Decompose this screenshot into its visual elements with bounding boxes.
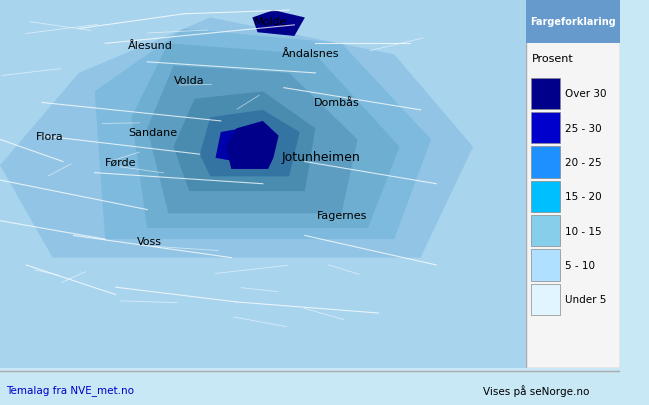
Polygon shape: [226, 122, 278, 170]
Text: Åndalsnes: Åndalsnes: [282, 49, 339, 58]
Text: Voss: Voss: [138, 237, 162, 246]
Text: Førde: Førde: [105, 157, 137, 167]
Polygon shape: [215, 129, 242, 162]
Text: Temalag fra NVE_met.no: Temalag fra NVE_met.no: [6, 384, 134, 395]
Text: Over 30: Over 30: [565, 89, 607, 99]
Text: 25 - 30: 25 - 30: [565, 123, 602, 133]
Text: Fagernes: Fagernes: [317, 211, 367, 221]
Bar: [532, 215, 559, 247]
Polygon shape: [0, 18, 473, 258]
Polygon shape: [173, 92, 315, 192]
Bar: [532, 284, 559, 315]
Text: Sandane: Sandane: [128, 128, 177, 138]
Polygon shape: [132, 44, 400, 228]
Text: Dombås: Dombås: [313, 98, 360, 108]
Text: Fargeforklaring: Fargeforklaring: [530, 17, 616, 27]
Bar: [532, 147, 559, 178]
Text: Vises på seNorge.no: Vises på seNorge.no: [484, 384, 590, 396]
Bar: [532, 181, 559, 213]
Text: Molde: Molde: [254, 17, 288, 27]
Text: Under 5: Under 5: [565, 295, 607, 305]
Text: 5 - 10: 5 - 10: [565, 260, 595, 271]
Polygon shape: [200, 111, 300, 177]
Text: Prosent: Prosent: [532, 54, 574, 64]
Text: Jotunheimen: Jotunheimen: [281, 150, 360, 163]
Text: 15 - 20: 15 - 20: [565, 192, 602, 202]
Polygon shape: [0, 0, 526, 369]
Bar: [532, 250, 559, 281]
Polygon shape: [147, 66, 358, 214]
Text: Ålesund: Ålesund: [127, 41, 172, 51]
Bar: [532, 78, 559, 110]
Text: Flora: Flora: [36, 132, 64, 142]
Polygon shape: [252, 11, 305, 37]
Text: 20 - 25: 20 - 25: [565, 158, 602, 168]
Text: 10 - 15: 10 - 15: [565, 226, 602, 236]
Text: Volda: Volda: [174, 76, 204, 86]
Bar: [532, 113, 559, 144]
Polygon shape: [95, 30, 431, 239]
Bar: [526, 0, 620, 44]
